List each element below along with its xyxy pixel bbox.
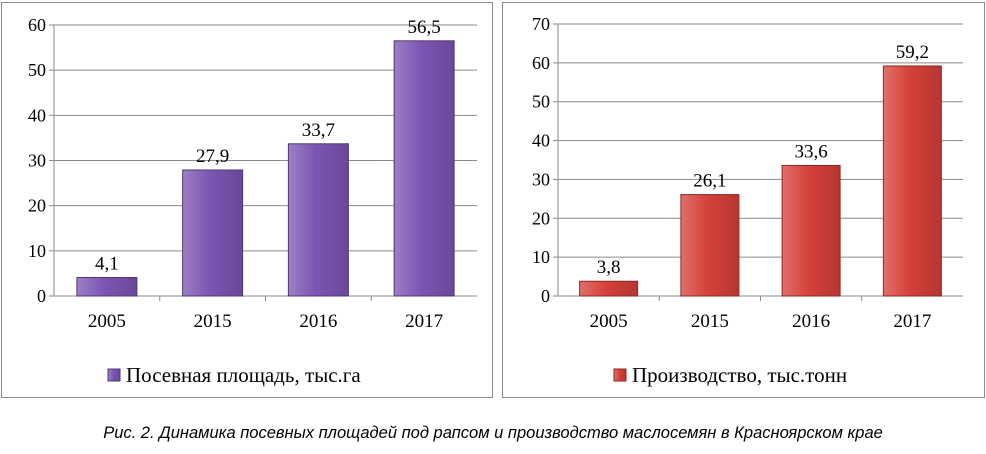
y-tick-label: 50 — [532, 92, 550, 112]
bar — [882, 65, 942, 297]
data-label: 33,6 — [795, 141, 828, 162]
bar-chart-sown-area: 0 10 20 30 40 50 60 4,1 2005 27,9 2015 33,7 2016 56,5… — [28, 15, 477, 387]
data-label: 59,2 — [896, 42, 929, 63]
bar — [287, 143, 349, 297]
legend-swatch — [613, 368, 627, 382]
legend-label: Посевная площадь, тыс.га — [126, 363, 361, 387]
y-tick-label: 40 — [28, 105, 46, 125]
bar — [680, 194, 740, 297]
y-tick-label: 30 — [28, 151, 46, 171]
bar — [579, 280, 639, 297]
bar — [781, 164, 841, 297]
y-tick-label: 60 — [532, 53, 550, 73]
y-tick-label: 60 — [28, 15, 46, 35]
x-tick-label: 2005 — [590, 311, 628, 332]
data-label: 27,9 — [196, 146, 229, 167]
x-tick-label: 2017 — [405, 311, 443, 332]
data-label: 4,1 — [95, 253, 119, 274]
figure-caption: Рис. 2. Динамика посевных площадей под р… — [103, 424, 883, 442]
y-tick-label: 0 — [541, 286, 550, 306]
y-tick-label: 20 — [28, 196, 46, 216]
y-tick-label: 20 — [532, 208, 550, 228]
chart-panel-sown-area: 0 10 20 30 40 50 60 4,1 2005 27,9 2015 33,7 2016 56,5… — [1, 2, 493, 398]
data-label: 3,8 — [597, 257, 621, 278]
y-tick-label: 0 — [37, 286, 46, 306]
data-label: 26,1 — [693, 171, 726, 192]
legend-swatch — [107, 368, 121, 382]
y-tick-label: 70 — [532, 14, 550, 34]
bar-chart-production: 0 10 20 30 40 50 60 70 3,8 2005 26,1 2015 33,6 2016 59… — [532, 14, 963, 387]
legend-label: Производство, тыс.тонн — [632, 363, 847, 387]
bar — [182, 169, 244, 297]
x-tick-label: 2016 — [299, 311, 337, 332]
x-tick-label: 2005 — [88, 311, 126, 332]
data-label: 56,5 — [408, 17, 441, 38]
x-tick-label: 2017 — [893, 311, 931, 332]
y-tick-label: 50 — [28, 60, 46, 80]
bar — [393, 40, 455, 297]
x-tick-label: 2016 — [792, 311, 830, 332]
y-tick-label: 40 — [532, 131, 550, 151]
bar — [76, 276, 138, 297]
chart-panel-production: 0 10 20 30 40 50 60 70 3,8 2005 26,1 2015 33,6 2016 59… — [502, 2, 985, 398]
y-tick-label: 10 — [532, 247, 550, 267]
x-tick-label: 2015 — [691, 311, 729, 332]
x-tick-label: 2015 — [194, 311, 232, 332]
data-label: 33,7 — [302, 120, 335, 141]
y-tick-label: 10 — [28, 241, 46, 261]
y-tick-label: 30 — [532, 169, 550, 189]
